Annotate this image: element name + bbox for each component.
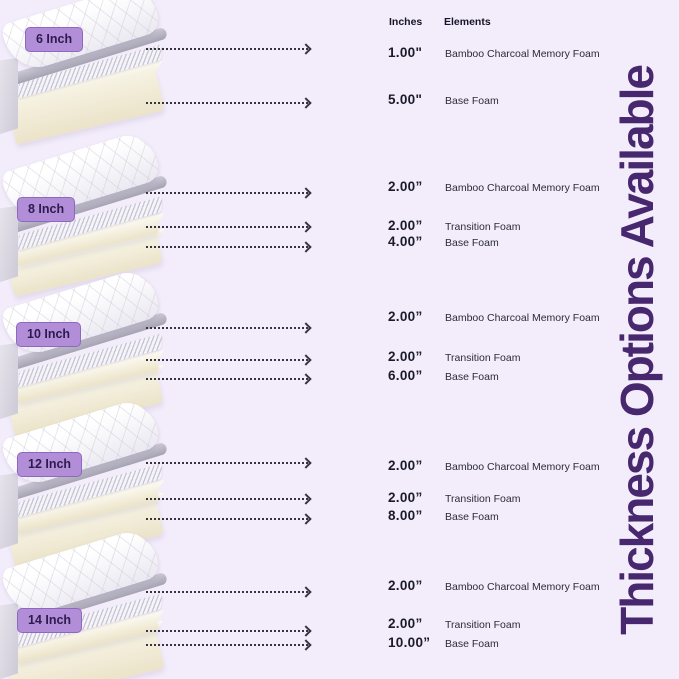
spec-inches: 2.00”: [388, 349, 423, 364]
spec-element: Bamboo Charcoal Memory Foam: [445, 312, 600, 324]
dotted-arrow: [146, 644, 308, 646]
mattress-side: [0, 206, 18, 286]
spec-element: Base Foam: [445, 638, 499, 650]
thickness-badge-8-inch: 8 Inch: [17, 197, 76, 222]
spec-inches: 2.00”: [388, 309, 423, 324]
spec-row: 2.00” Bamboo Charcoal Memory Foam: [388, 179, 600, 194]
dotted-arrow: [146, 591, 308, 593]
spec-element: Base Foam: [445, 237, 499, 249]
spec-row: 2.00” Transition Foam: [388, 218, 520, 233]
spec-inches: 2.00”: [388, 578, 423, 593]
column-header-inches: Inches: [389, 16, 423, 28]
spec-inches: 2.00”: [388, 490, 423, 505]
spec-inches: 5.00": [388, 92, 423, 107]
spec-row: 2.00” Transition Foam: [388, 349, 520, 364]
mattress-illustration-12-inch: [0, 395, 173, 569]
dotted-arrow: [146, 518, 308, 520]
mattress-side: [0, 473, 18, 553]
thickness-badge-14-inch: 14 Inch: [17, 608, 83, 633]
mattress-side: [0, 58, 18, 138]
thickness-badge-6-inch: 6 Inch: [25, 27, 84, 52]
spec-row: 8.00” Base Foam: [388, 508, 499, 523]
spec-element: Transition Foam: [445, 493, 521, 505]
spec-row: 2.00” Bamboo Charcoal Memory Foam: [388, 309, 600, 324]
dotted-arrow: [146, 359, 308, 361]
spec-inches: 2.00”: [388, 616, 423, 631]
spec-row: 6.00” Base Foam: [388, 368, 499, 383]
column-header-elements: Elements: [444, 16, 491, 28]
spec-row: 5.00" Base Foam: [388, 92, 499, 107]
mattress-illustration-6-inch: [0, 0, 173, 152]
spec-row: 2.00” Transition Foam: [388, 616, 520, 631]
spec-row: 2.00” Bamboo Charcoal Memory Foam: [388, 458, 600, 473]
spec-row: 10.00” Base Foam: [388, 635, 499, 650]
spec-element: Transition Foam: [445, 352, 521, 364]
spec-row: 2.00” Bamboo Charcoal Memory Foam: [388, 578, 600, 593]
thickness-badge-12-inch: 12 Inch: [17, 452, 83, 477]
spec-row: 2.00” Transition Foam: [388, 490, 520, 505]
spec-inches: 10.00”: [388, 635, 431, 650]
spec-inches: 1.00": [388, 45, 423, 60]
table-header: Inches Elements: [389, 16, 491, 28]
mattress-illustration-8-inch: [0, 128, 173, 300]
mattress-side: [0, 343, 18, 423]
spec-row: 1.00" Bamboo Charcoal Memory Foam: [388, 45, 600, 60]
dotted-arrow: [146, 378, 308, 380]
mattress-illustration-10-inch: [0, 265, 173, 437]
dotted-arrow: [146, 462, 308, 464]
spec-element: Base Foam: [445, 371, 499, 383]
spec-row: 4.00” Base Foam: [388, 234, 499, 249]
spec-inches: 4.00”: [388, 234, 423, 249]
dotted-arrow: [146, 226, 308, 228]
vertical-title-text: Thickness Options Available: [611, 65, 663, 635]
dotted-arrow: [146, 192, 308, 194]
dotted-arrow: [146, 498, 308, 500]
spec-inches: 2.00”: [388, 218, 423, 233]
spec-element: Transition Foam: [445, 619, 521, 631]
thickness-badge-10-inch: 10 Inch: [16, 322, 82, 347]
mattress-illustration-14-inch: [0, 525, 173, 679]
spec-inches: 6.00”: [388, 368, 423, 383]
dotted-arrow: [146, 246, 308, 248]
spec-element: Bamboo Charcoal Memory Foam: [445, 182, 600, 194]
dotted-arrow: [146, 48, 308, 50]
dotted-arrow: [146, 630, 308, 632]
vertical-title: Thickness Options Available: [597, 30, 677, 670]
spec-inches: 2.00”: [388, 179, 423, 194]
spec-element: Base Foam: [445, 511, 499, 523]
mattress-side: [0, 603, 18, 679]
spec-element: Base Foam: [445, 95, 499, 107]
spec-inches: 2.00”: [388, 458, 423, 473]
spec-element: Transition Foam: [445, 221, 521, 233]
spec-element: Bamboo Charcoal Memory Foam: [445, 581, 600, 593]
spec-element: Bamboo Charcoal Memory Foam: [445, 48, 600, 60]
spec-element: Bamboo Charcoal Memory Foam: [445, 461, 600, 473]
spec-inches: 8.00”: [388, 508, 423, 523]
dotted-arrow: [146, 327, 308, 329]
dotted-arrow: [146, 102, 308, 104]
